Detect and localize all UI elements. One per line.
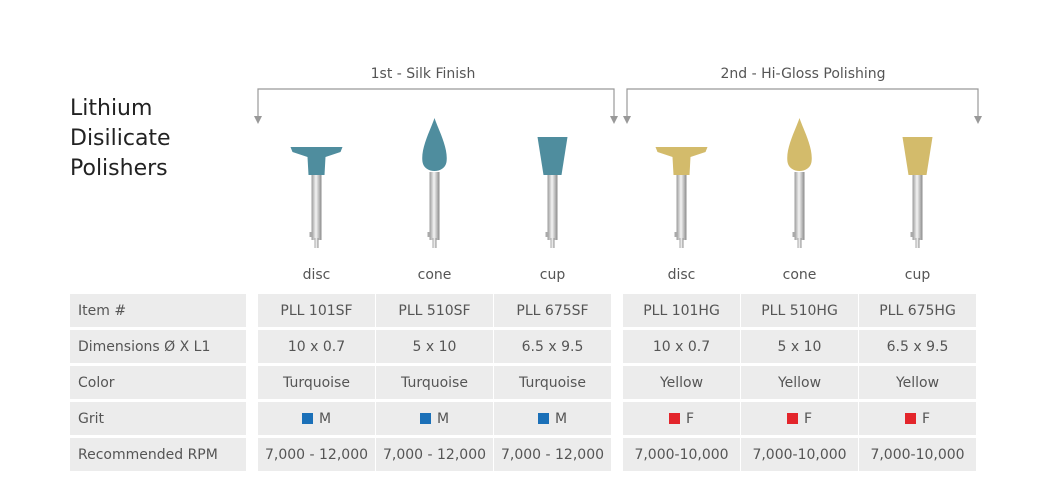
table-cell: 7,000 - 12,000	[494, 438, 611, 471]
grit-swatch	[904, 413, 916, 424]
shaft-tip	[314, 238, 319, 248]
table-cell: 7,000 - 12,000	[258, 438, 375, 471]
table-cell: 7,000-10,000	[623, 438, 740, 471]
table-cell: F	[741, 402, 858, 435]
shape-label: cone	[418, 267, 452, 283]
title-line: Polishers	[70, 156, 168, 181]
table-cell: PLL 675SF	[494, 294, 611, 327]
shape-label: cone	[783, 267, 817, 283]
table-cell: M	[258, 402, 375, 435]
table-cell: 6.5 x 9.5	[494, 330, 611, 363]
head	[422, 118, 447, 171]
grit-swatch	[419, 413, 431, 424]
shape-label: disc	[303, 267, 331, 283]
table-cell: F	[859, 402, 976, 435]
row-label: Color	[70, 366, 246, 399]
title-line: Lithium	[70, 96, 153, 121]
shaft-notch	[427, 232, 431, 237]
table-cell: F	[623, 402, 740, 435]
table-cell: M	[376, 402, 493, 435]
shaft-notch	[910, 232, 914, 237]
table-cell: PLL 675HG	[859, 294, 976, 327]
head	[290, 147, 343, 175]
shaft-notch	[792, 232, 796, 237]
table-cell: PLL 101SF	[258, 294, 375, 327]
table-cell: 6.5 x 9.5	[859, 330, 976, 363]
table-cell: 7,000-10,000	[741, 438, 858, 471]
illustration: 1st - Silk Finish 2nd - Hi-Gloss Polishi…	[254, 66, 982, 283]
table-cell: 10 x 0.7	[258, 330, 375, 363]
head	[537, 137, 568, 175]
table-cell: Yellow	[623, 366, 740, 399]
table-cell: PLL 510SF	[376, 294, 493, 327]
grit-text: M	[436, 410, 450, 427]
table-cell: Yellow	[741, 366, 858, 399]
title-line: Disilicate	[70, 126, 171, 151]
grit-swatch	[301, 413, 313, 424]
grit-text: M	[554, 410, 568, 427]
grit-swatch	[786, 413, 798, 424]
table-cell: 5 x 10	[741, 330, 858, 363]
table-cell: PLL 510HG	[741, 294, 858, 327]
shaft	[794, 172, 805, 240]
shaft-tip	[797, 238, 802, 248]
group-label: 1st - Silk Finish	[371, 66, 476, 82]
table-cell: 7,000 - 12,000	[376, 438, 493, 471]
table-cell: Turquoise	[376, 366, 493, 399]
shaft-notch	[674, 232, 678, 237]
table-cell: 10 x 0.7	[623, 330, 740, 363]
shaft	[311, 172, 322, 240]
shaft-tip	[679, 238, 684, 248]
grit-swatch	[668, 413, 680, 424]
shaft-tip	[915, 238, 920, 248]
table-cell: PLL 101HG	[623, 294, 740, 327]
shaft-notch	[545, 232, 549, 237]
head	[655, 147, 708, 175]
grit-swatch	[537, 413, 549, 424]
head	[902, 137, 933, 175]
bracket	[257, 88, 979, 118]
table-cell: Yellow	[859, 366, 976, 399]
grit-text: F	[685, 410, 695, 427]
row-label: Grit	[70, 402, 246, 435]
shaft-notch	[309, 232, 313, 237]
shape-label: disc	[668, 267, 696, 283]
shaft	[547, 172, 558, 240]
table-cell: 5 x 10	[376, 330, 493, 363]
shape-label: cup	[905, 267, 931, 283]
arrow-heads	[254, 116, 982, 124]
row-label: Item #	[70, 294, 246, 327]
shaft	[676, 172, 687, 240]
shaft	[912, 172, 923, 240]
table-cell: M	[494, 402, 611, 435]
row-label: Recommended RPM	[70, 438, 246, 471]
shaft-tip	[550, 238, 555, 248]
shape-label: cup	[540, 267, 566, 283]
row-label: Dimensions Ø X L1	[70, 330, 246, 363]
shaft-tip	[432, 238, 437, 248]
grit-text: F	[921, 410, 931, 427]
head	[787, 118, 812, 171]
group-label: 2nd - Hi-Gloss Polishing	[720, 66, 885, 82]
shaft	[429, 172, 440, 240]
grit-text: F	[803, 410, 813, 427]
grit-text: M	[318, 410, 332, 427]
table-cell: Turquoise	[494, 366, 611, 399]
table-cell: 7,000-10,000	[859, 438, 976, 471]
table-cell: Turquoise	[258, 366, 375, 399]
